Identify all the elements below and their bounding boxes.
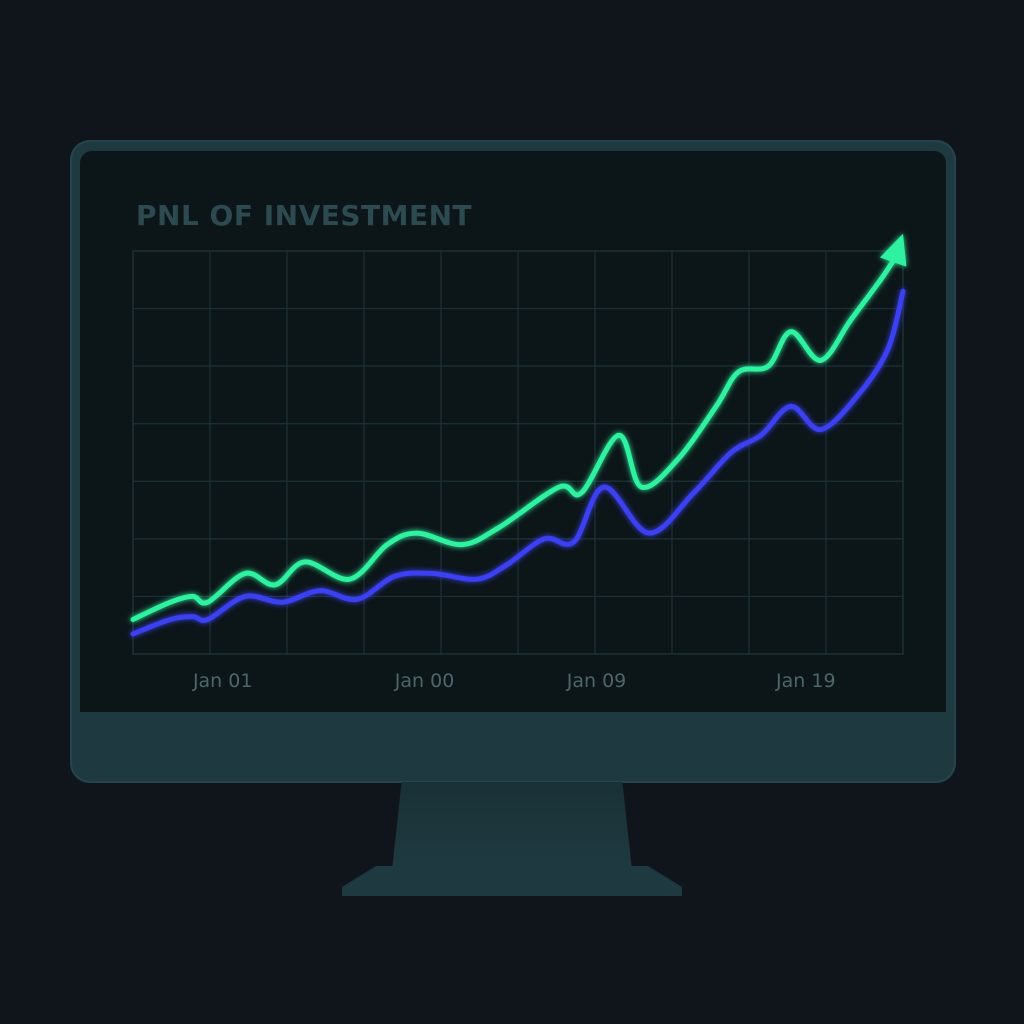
monitor-stand-neck (392, 782, 632, 870)
chart-title: PNL OF INVESTMENT (136, 199, 473, 232)
x-tick-label: Jan 01 (192, 670, 253, 692)
monitor-screen: PNL OF INVESTMENT Jan 01 Jan 00 Jan 09 Jan … (80, 151, 946, 712)
x-tick-label: Jan 09 (566, 670, 627, 692)
chart-series (130, 233, 907, 637)
x-axis-ticks: Jan 01 Jan 00 Jan 09 Jan 19 (192, 670, 836, 692)
chart-grid (132, 250, 904, 655)
x-tick-label: Jan 00 (394, 670, 455, 692)
monitor-stand-base (342, 866, 682, 896)
line-chart: Jan 01 Jan 00 Jan 09 Jan 19 (130, 233, 907, 692)
series-line-1 (130, 288, 906, 637)
x-tick-label: Jan 19 (775, 670, 836, 692)
trend-arrowhead (879, 233, 907, 267)
series-line-0 (130, 257, 897, 622)
